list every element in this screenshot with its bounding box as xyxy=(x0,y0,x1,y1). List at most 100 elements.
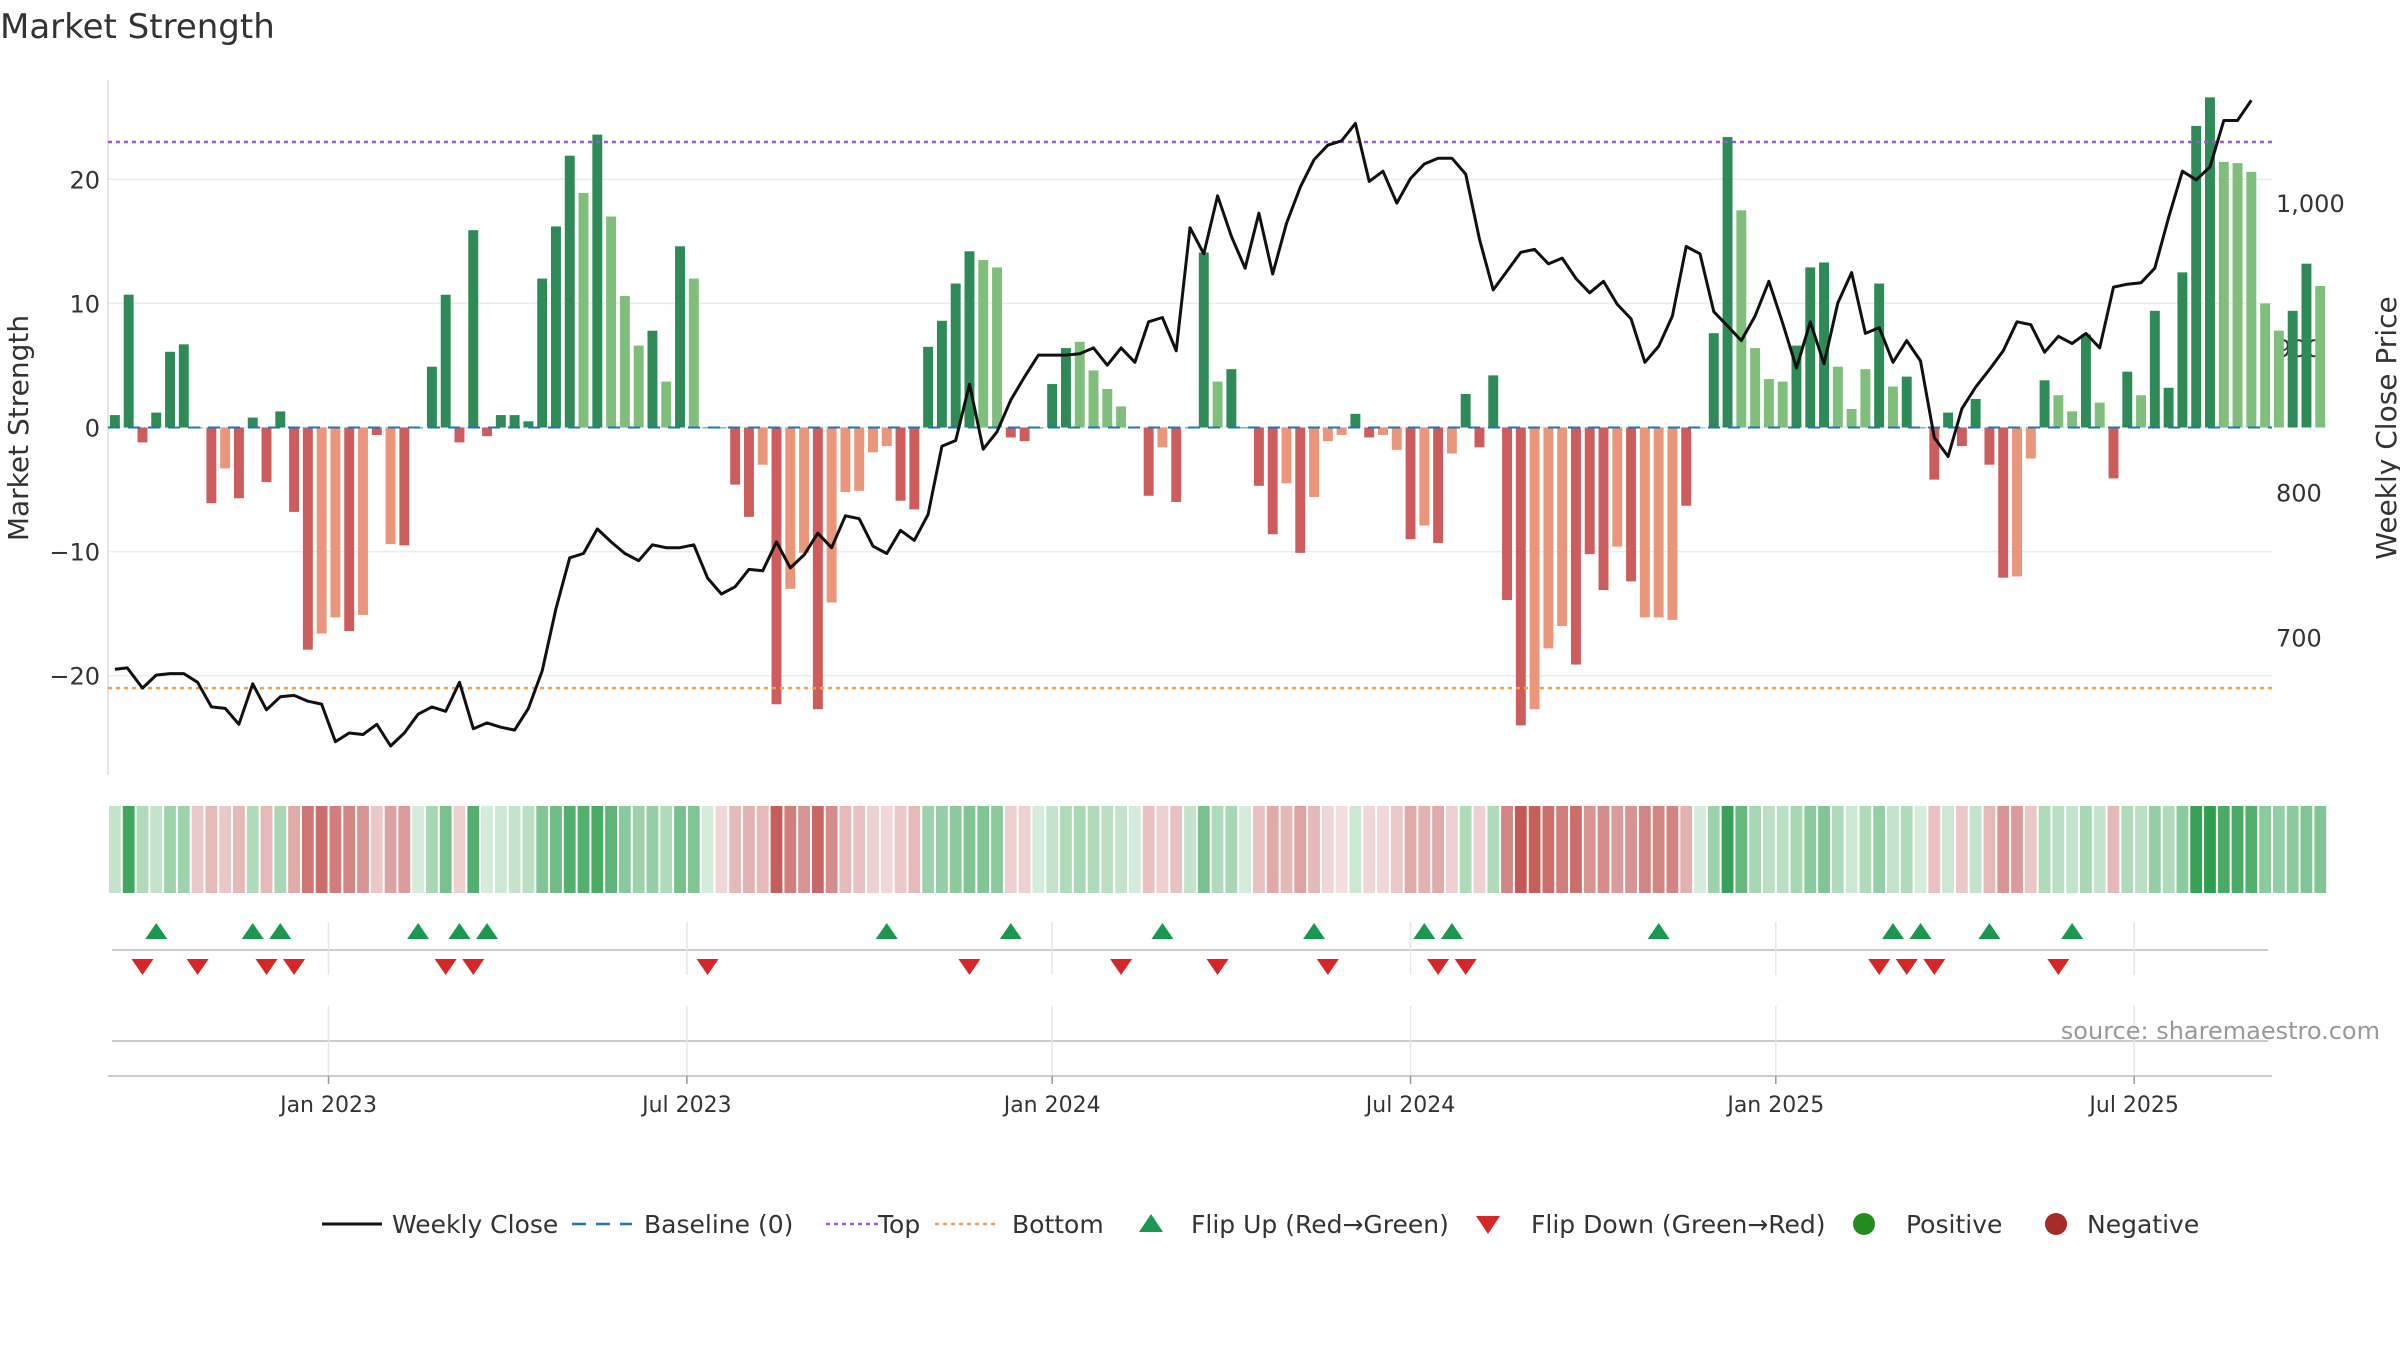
heatmap-cell xyxy=(260,806,273,893)
bar-positive xyxy=(564,155,575,428)
bar-positive xyxy=(1832,366,1843,428)
bar-negative xyxy=(233,427,244,499)
heatmap-cell xyxy=(2121,806,2134,893)
left-axis-label: Market Strength xyxy=(2,315,35,541)
heatmap-cell xyxy=(853,806,866,893)
bar-negative xyxy=(1667,427,1678,620)
flip-up-marker xyxy=(1151,923,1174,939)
flip-down-marker xyxy=(1427,959,1450,975)
bar-negative xyxy=(454,427,465,443)
bar-positive xyxy=(2232,163,2243,428)
heatmap-cell xyxy=(646,806,659,893)
x-tick-label: Jan 2025 xyxy=(1725,1093,1824,1118)
bar-negative xyxy=(2012,427,2022,577)
heatmap-cell xyxy=(1680,806,1693,893)
heatmap-cell xyxy=(315,806,328,893)
heatmap-cell xyxy=(1804,806,1817,893)
bar-positive xyxy=(1777,381,1788,428)
heatmap-cell xyxy=(1225,806,1238,893)
heatmap-cell xyxy=(1156,806,1169,893)
heatmap-cell xyxy=(756,806,769,893)
heatmap-cell xyxy=(122,806,135,893)
heatmap-cell xyxy=(357,806,369,893)
legend-label: Baseline (0) xyxy=(644,1210,793,1239)
heatmap-cell xyxy=(1128,806,1141,893)
heatmap-cell xyxy=(880,806,893,893)
bar-positive xyxy=(509,415,520,428)
bar-positive xyxy=(247,417,258,428)
heatmap-cell xyxy=(591,806,604,893)
bar-positive xyxy=(1915,427,1926,429)
bar-positive xyxy=(1846,408,1857,428)
flip-up-marker xyxy=(407,923,430,939)
bar-positive xyxy=(2205,97,2215,428)
heatmap-cell xyxy=(1211,806,1224,893)
flip-up-marker xyxy=(448,923,471,939)
bar-positive xyxy=(2080,334,2091,428)
bar-negative xyxy=(1681,427,1692,506)
heatmap-cell xyxy=(1914,806,1927,893)
heatmap-cell xyxy=(2231,806,2244,893)
heatmap-cell xyxy=(453,806,466,893)
heatmap-cell xyxy=(1611,806,1624,893)
bar-positive xyxy=(592,134,603,428)
heatmap-cell xyxy=(136,806,149,893)
flip-up-marker xyxy=(145,923,168,939)
bar-positive xyxy=(495,415,506,428)
bar-negative xyxy=(302,427,313,650)
bar-negative xyxy=(137,427,148,443)
heatmap-cell xyxy=(1308,806,1320,893)
x-tick-label: Jul 2025 xyxy=(2087,1093,2179,1118)
bar-positive xyxy=(606,216,617,428)
bar-positive xyxy=(275,411,286,428)
legend-label: Bottom xyxy=(1012,1210,1104,1239)
heatmap-cell xyxy=(1790,806,1803,893)
bar-positive xyxy=(1860,369,1871,428)
heatmap-cell xyxy=(1418,806,1431,893)
bar-negative xyxy=(854,427,865,491)
heatmap-cell xyxy=(109,806,121,893)
legend-item-line: Weekly Close xyxy=(322,1210,558,1239)
bar-negative xyxy=(206,427,217,504)
flip-up-marker xyxy=(1303,923,1326,939)
heatmap-cell xyxy=(205,806,218,893)
heatmap-cell xyxy=(177,806,190,893)
flip-up-marker xyxy=(1909,923,1932,939)
heatmap-cell xyxy=(398,806,411,893)
flip-down-marker xyxy=(1868,959,1891,975)
bar-negative xyxy=(868,427,878,453)
bar-positive xyxy=(2094,402,2105,428)
heatmap-cell xyxy=(1321,806,1334,893)
bar-positive xyxy=(2149,310,2160,428)
flip-up-marker xyxy=(1881,923,1904,939)
heatmap-cell xyxy=(784,806,797,893)
bar-negative xyxy=(2025,427,2036,459)
heatmap-cell xyxy=(1501,806,1513,893)
heatmap-cell xyxy=(2011,806,2023,893)
legend-label: Flip Up (Red→Green) xyxy=(1191,1210,1449,1239)
heatmap-cell xyxy=(1873,806,1886,893)
bar-positive xyxy=(619,295,630,428)
heatmap-cell xyxy=(991,806,1003,893)
strength-heatmap xyxy=(109,806,2327,893)
bar-positive xyxy=(537,278,548,428)
heatmap-cell xyxy=(1514,806,1527,893)
heatmap-cell xyxy=(384,806,397,893)
legend-label: Weekly Close xyxy=(392,1210,558,1239)
bar-negative xyxy=(785,427,796,589)
legend-negative-swatch xyxy=(2045,1213,2067,1235)
heatmap-cell xyxy=(2148,806,2161,893)
heatmap-cell xyxy=(1818,806,1830,893)
right-tick-label: 1,000 xyxy=(2276,190,2345,218)
strength-bars xyxy=(109,97,2326,726)
heatmap-cell xyxy=(563,806,576,893)
bar-negative xyxy=(1612,427,1623,547)
bar-positive xyxy=(468,230,479,428)
heatmap-cell xyxy=(1363,806,1376,893)
heatmap-cell xyxy=(1087,806,1100,893)
bar-negative xyxy=(1378,427,1388,435)
bar-positive xyxy=(1970,398,1981,428)
heatmap-cell xyxy=(301,806,314,893)
